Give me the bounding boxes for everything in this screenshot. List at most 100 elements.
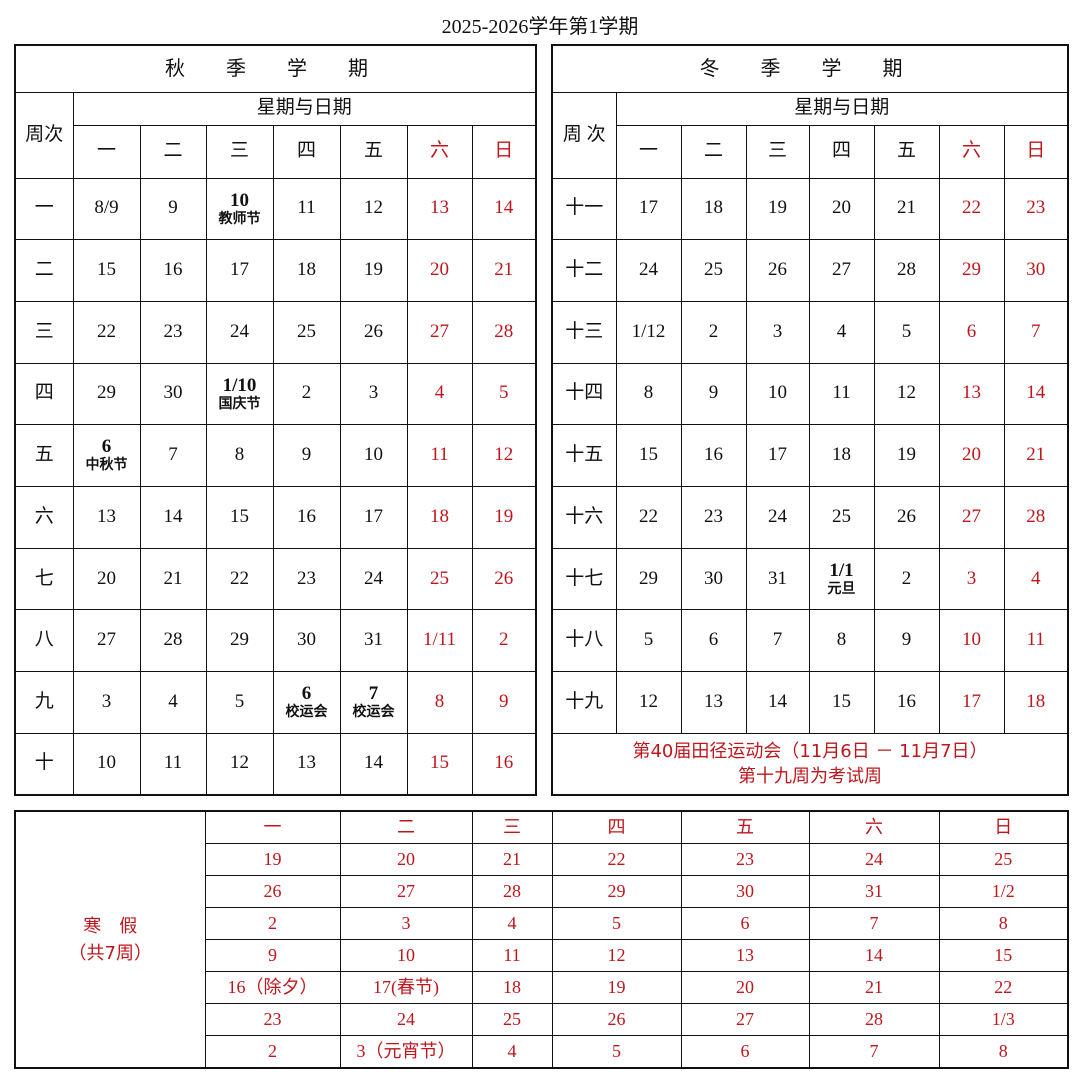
date: 11 (832, 382, 851, 404)
weekday-header: 四 (551, 810, 682, 844)
date-cell: 27 (808, 239, 875, 302)
week-row: 十五 15 16 17 18 19 20 21 (551, 424, 1069, 487)
date-cell: 21 (471, 843, 553, 876)
date-cell: 23 (139, 300, 207, 364)
date-cell: 19 (873, 424, 940, 487)
autumn-semester-table: 秋 季 学 期周次 星期与日期一二三四五六日一 8/9 9 10 教师节 11 12 13 14 二… (14, 44, 537, 796)
holiday-note: 国庆节 (218, 395, 261, 412)
date: 5 (499, 382, 509, 404)
date: 23 (1026, 197, 1046, 219)
date-cell: 3 (339, 362, 408, 426)
date: 22 (97, 320, 116, 342)
date-cell: 22 (615, 485, 682, 549)
week-number: 十三 (551, 300, 617, 364)
date: 14 (768, 690, 787, 712)
date-cell: 11 (272, 177, 341, 241)
date: 1/12 (631, 320, 666, 342)
week-number: 十八 (551, 609, 617, 672)
date-cell: 18 (680, 177, 747, 241)
date-cell: 4 (406, 362, 473, 426)
date-cell: 26 (551, 1003, 682, 1036)
week-number: 六 (14, 485, 74, 549)
date-cell: 3 (72, 671, 141, 734)
holiday-week-row: 23 24 25 26 27 28 1/3 (15, 1003, 1069, 1036)
date-cell: 18 (272, 239, 341, 302)
date-cell: 25 (406, 547, 473, 611)
date-cell: 7 (745, 609, 810, 672)
date-cell: 15 (938, 939, 1069, 972)
date: 21 (1026, 444, 1046, 466)
date: 4 (168, 690, 178, 712)
date-cell: 18 (406, 485, 473, 549)
weekday-header: 三 (205, 124, 274, 179)
date-cell: 13 (938, 362, 1005, 426)
week-number: 十 (14, 732, 74, 796)
date: 9 (708, 382, 719, 404)
date: 13 (430, 197, 449, 219)
date: 18 (832, 444, 851, 466)
date-cell: 6 (680, 1035, 810, 1069)
date-cell: 21 (808, 971, 940, 1004)
date-cell: 7 (808, 907, 940, 940)
date: 1/11 (422, 629, 457, 651)
date-cell: 17 (938, 671, 1005, 734)
date-cell: 5 (551, 1035, 682, 1069)
date-cell: 28 (471, 300, 537, 364)
date-cell: 10 (745, 362, 810, 426)
date: 9 (301, 444, 312, 466)
date: 20 (430, 259, 449, 281)
date: 2 (708, 320, 719, 342)
date: 6 (301, 683, 312, 705)
date-cell: 12 (339, 177, 408, 241)
week-row: 九 3 4 5 6 校运会 7 校运会 8 9 (14, 671, 537, 734)
note-line: 第十九周为考试周 (738, 765, 882, 787)
week-row: 四 29 30 1/10 国庆节 2 3 4 5 (14, 362, 537, 426)
date-cell: 20 (406, 239, 473, 302)
date-cell: 29 (615, 547, 682, 611)
date-cell: 19 (471, 485, 537, 549)
weekday-header: 二 (139, 124, 207, 179)
date-cell: 28 (873, 239, 940, 302)
date-cell: 12 (471, 424, 537, 487)
date-cell: 28 (471, 875, 553, 908)
date: 16 (704, 444, 723, 466)
date-cell: 8 (938, 907, 1069, 940)
winter-semester-table: 冬 季 学 期周 次星期与日期一二三四五六日十一 17 18 19 20 21 22 23 十二… (551, 44, 1069, 796)
weekday-header: 三 (745, 124, 810, 179)
date: 15 (230, 505, 249, 527)
date-cell: 11 (406, 424, 473, 487)
date-cell: 21 (471, 239, 537, 302)
date-cell: 13 (680, 671, 747, 734)
date: 13 (297, 752, 316, 774)
date-cell: 8 (205, 424, 274, 487)
date: 14 (494, 197, 514, 219)
date: 1/10 (222, 374, 257, 396)
date: 7 (1031, 320, 1041, 342)
date-cell: 19 (339, 239, 408, 302)
date-cell: 15 (72, 239, 141, 302)
date: 29 (639, 567, 658, 589)
week-number: 十四 (551, 362, 617, 426)
date: 11 (1026, 629, 1045, 651)
week-number: 十七 (551, 547, 617, 611)
date-cell: 29 (938, 239, 1005, 302)
date: 9 (499, 690, 509, 712)
date: 28 (494, 320, 514, 342)
date-cell: 20 (680, 971, 810, 1004)
date: 27 (962, 505, 981, 527)
date: 17 (768, 444, 787, 466)
date-cell: 22 (938, 971, 1069, 1004)
date-cell: 5 (615, 609, 682, 672)
weekday-header: 六 (808, 810, 940, 844)
holiday-note: 元旦 (827, 580, 856, 597)
note-line: 第40届田径运动会（11月6日 － 11月7日） (632, 740, 988, 762)
date-cell: 30 (272, 609, 341, 672)
date: 1/1 (829, 559, 854, 581)
weekday-header: 六 (406, 124, 473, 179)
date-cell: 18 (808, 424, 875, 487)
date: 21 (163, 567, 183, 589)
date: 14 (163, 505, 183, 527)
date: 20 (962, 444, 981, 466)
date: 9 (168, 197, 178, 219)
